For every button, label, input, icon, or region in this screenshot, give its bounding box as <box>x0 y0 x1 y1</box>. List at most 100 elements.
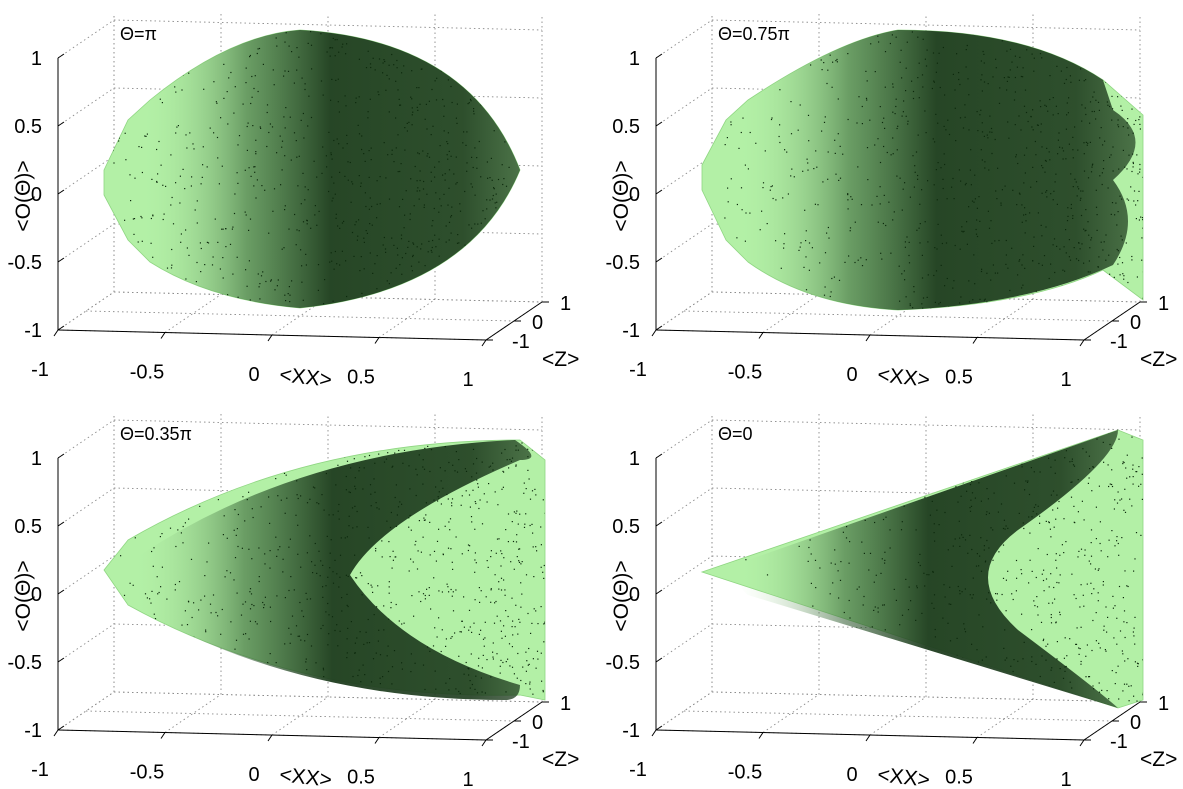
scatter-point <box>1101 278 1103 280</box>
scatter-point <box>302 615 305 618</box>
scatter-point <box>202 146 204 148</box>
scatter-point <box>504 141 506 143</box>
scatter-point <box>968 206 970 208</box>
scatter-point <box>354 652 356 654</box>
scatter-point <box>175 182 177 184</box>
scatter-point <box>769 288 771 290</box>
scatter-point <box>523 526 526 528</box>
scatter-point <box>185 134 187 136</box>
scatter-point <box>391 153 393 155</box>
scatter-point <box>513 511 515 513</box>
scatter-point <box>180 241 182 243</box>
scatter-point <box>314 487 316 489</box>
point-cloud <box>700 429 1144 709</box>
scatter-point <box>726 137 728 139</box>
scatter-point <box>504 259 506 261</box>
scatter-point <box>145 481 147 483</box>
scatter-point <box>927 241 929 243</box>
z-tick <box>655 657 663 663</box>
scatter-point <box>249 608 252 610</box>
scatter-point <box>880 252 882 254</box>
scatter-point <box>298 56 300 58</box>
scatter-point <box>1065 450 1067 452</box>
scatter-point <box>774 73 776 75</box>
scatter-point <box>1050 622 1053 624</box>
scatter-point <box>1056 581 1058 584</box>
scatter-point <box>1022 254 1024 256</box>
scatter-point <box>164 78 166 80</box>
scatter-point <box>168 506 170 508</box>
scatter-point <box>860 707 863 708</box>
scatter-point <box>964 631 967 633</box>
scatter-point <box>1068 256 1070 258</box>
scatter-point <box>348 525 350 527</box>
scatter-point <box>795 505 797 508</box>
scatter-point <box>1084 549 1086 551</box>
scatter-point <box>804 35 806 37</box>
scatter-point <box>901 209 903 211</box>
scatter-point <box>472 58 474 60</box>
scatter-point <box>967 78 969 80</box>
scatter-point <box>1131 108 1133 110</box>
scatter-point <box>271 126 274 128</box>
scatter-point <box>537 658 539 660</box>
scatter-point <box>322 596 324 598</box>
scatter-point <box>751 640 753 642</box>
scatter-point <box>750 534 752 536</box>
scatter-point <box>917 77 919 79</box>
scatter-point <box>1136 154 1138 156</box>
scatter-point <box>1138 466 1140 468</box>
scatter-point <box>332 514 334 516</box>
scatter-point <box>138 146 140 148</box>
scatter-point <box>373 614 375 616</box>
scatter-point <box>129 582 131 584</box>
scatter-point <box>133 644 135 647</box>
scatter-point <box>769 511 771 513</box>
scatter-point <box>509 275 511 277</box>
scatter-point <box>954 89 956 91</box>
scatter-point <box>480 222 482 224</box>
scatter-point <box>388 541 390 543</box>
scatter-point <box>756 85 758 87</box>
scatter-point <box>467 253 469 255</box>
scatter-point <box>494 202 496 204</box>
scatter-point <box>444 470 446 472</box>
scatter-point <box>504 448 506 451</box>
scatter-point <box>482 44 485 46</box>
scatter-point <box>150 242 152 244</box>
scatter-point <box>990 463 992 465</box>
scatter-point <box>529 524 531 527</box>
scatter-point <box>298 635 301 637</box>
scatter-point <box>1141 237 1143 239</box>
scatter-point <box>1111 32 1114 34</box>
scatter-point <box>980 79 982 81</box>
scatter-point <box>486 39 488 41</box>
scatter-point <box>184 522 186 524</box>
scatter-point <box>923 433 925 435</box>
scatter-point <box>884 559 886 561</box>
scatter-point <box>371 224 373 226</box>
scatter-point <box>418 261 420 263</box>
scatter-point <box>458 282 460 284</box>
scatter-point <box>296 156 298 158</box>
scatter-point <box>172 223 175 225</box>
scatter-point <box>1054 271 1056 274</box>
scatter-point <box>1097 101 1100 103</box>
scatter-point <box>428 240 430 242</box>
scatter-point <box>201 663 204 665</box>
scatter-point <box>288 627 290 629</box>
scatter-point <box>475 502 477 505</box>
scatter-point <box>1008 706 1010 708</box>
scatter-point <box>766 444 768 446</box>
scatter-point <box>402 696 404 698</box>
scatter-point <box>998 239 1000 242</box>
scatter-point <box>942 178 944 180</box>
scatter-point <box>270 280 272 282</box>
scatter-point <box>498 581 500 583</box>
scatter-point <box>424 265 426 267</box>
scatter-point <box>408 290 410 292</box>
scatter-point <box>223 515 225 517</box>
scatter-point <box>418 454 420 456</box>
scatter-point <box>341 610 343 612</box>
scatter-point <box>733 268 735 270</box>
